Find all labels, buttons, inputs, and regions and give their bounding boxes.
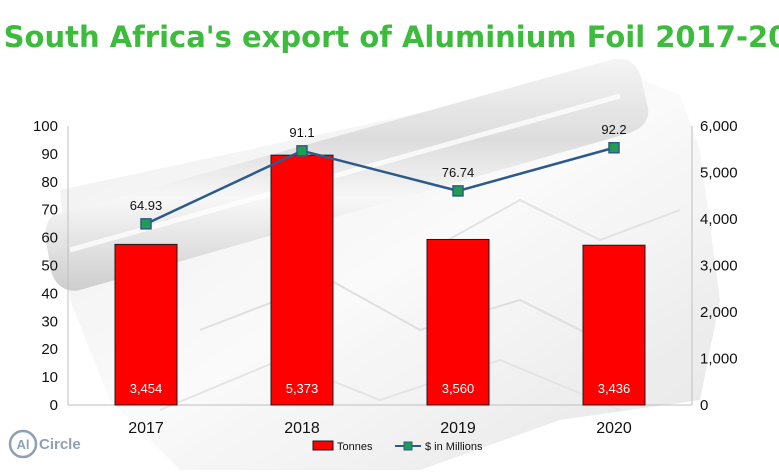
left-tick-label: 0 <box>50 397 58 414</box>
line-point <box>296 145 308 157</box>
left-tick-label: 100 <box>33 118 58 135</box>
bar <box>426 238 490 406</box>
line-data-label: 64.93 <box>130 198 163 213</box>
right-tick-label: 2,000 <box>700 304 738 321</box>
legend-bar-swatch <box>312 440 334 451</box>
bar-data-label: 3,454 <box>130 381 163 396</box>
x-category-label: 2017 <box>128 420 164 437</box>
bar-data-label: 3,560 <box>442 381 475 396</box>
legend-marker-swatch <box>403 441 413 451</box>
line-series <box>140 142 620 230</box>
bar-data-label: 3,436 <box>598 381 631 396</box>
left-tick-label: 70 <box>41 202 58 219</box>
x-category-label: 2019 <box>440 420 476 437</box>
legend-label: Tonnes <box>337 441 373 453</box>
right-tick-label: 0 <box>700 397 708 414</box>
line-point <box>608 142 620 154</box>
bar-series <box>114 154 646 406</box>
bar-data-label: 5,373 <box>286 381 319 396</box>
right-tick-label: 5,000 <box>700 165 738 182</box>
left-tick-label: 60 <box>41 230 58 247</box>
right-tick-label: 3,000 <box>700 258 738 275</box>
left-tick-label: 90 <box>41 146 58 163</box>
left-tick-label: 80 <box>41 174 58 191</box>
foil-background <box>45 58 720 470</box>
logo-name: Circle <box>39 436 81 453</box>
line-data-label: 91.1 <box>289 125 314 140</box>
data-labels: 3,454 5,373 3,560 3,436 64.93 91.1 76.74 92.2 <box>130 122 631 396</box>
left-tick-label: 30 <box>41 313 58 330</box>
left-tick-label: 40 <box>41 285 58 302</box>
chart-title: South Africa's export of Aluminium Foil … <box>4 20 779 54</box>
series-line <box>145 146 615 225</box>
logo-ring-icon <box>8 429 38 459</box>
left-tick-label: 10 <box>41 369 58 386</box>
line-point <box>452 185 464 197</box>
left-tick-label: 50 <box>41 258 58 275</box>
left-tick-label: 20 <box>41 341 58 358</box>
logo-symbol: Al <box>17 437 30 452</box>
line-data-label: 76.74 <box>442 165 475 180</box>
x-category-label: 2018 <box>284 420 320 437</box>
right-tick-label: 1,000 <box>700 351 738 368</box>
right-tick-label: 4,000 <box>700 211 738 228</box>
x-category-label: 2020 <box>596 420 632 437</box>
alcircle-logo: Al Circle <box>8 429 81 459</box>
legend-label: $ in Millions <box>425 441 483 453</box>
right-tick-label: 6,000 <box>700 118 738 135</box>
line-data-label: 92.2 <box>601 122 626 137</box>
bar <box>582 244 646 406</box>
line-point <box>140 218 152 230</box>
bar <box>270 154 334 406</box>
bar <box>114 243 178 406</box>
chart-legend: Tonnes $ in Millions <box>312 440 483 453</box>
